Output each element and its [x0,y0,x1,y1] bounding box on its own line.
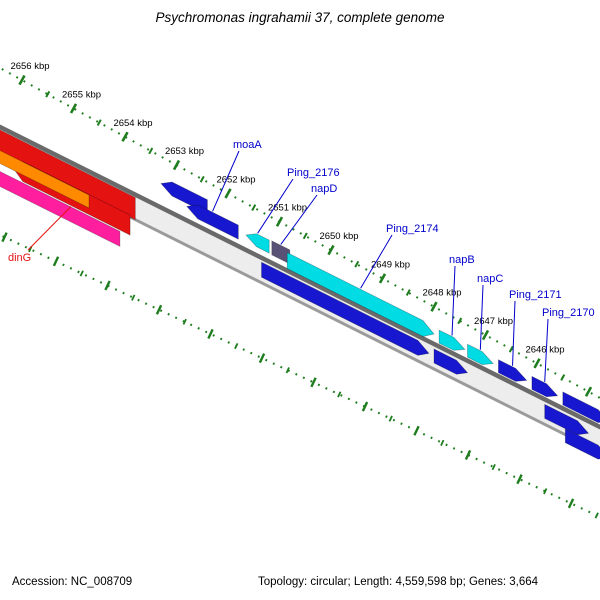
kbp-label: 2650 kbp [319,231,358,242]
ruler-tick [302,232,308,240]
ruler-tick [327,244,335,256]
ruler-tick [388,415,393,422]
ruler-tick [199,175,205,183]
ruler-tick [155,304,163,315]
gene-blue-gene-c [433,348,469,375]
ruler-tick [275,216,284,227]
gene-label-leader [212,150,240,212]
ruler-tick [464,449,472,460]
kbp-label: 2649 kbp [371,259,410,270]
ruler-tick [567,498,575,509]
gene-label-Ping_2170: Ping_2170 [542,307,595,319]
ruler-tick [508,345,514,353]
ruler-tick [354,260,360,268]
gene-Ping_2170 [531,375,559,398]
ruler-tick [69,103,78,114]
gene-label-Ping_2176: Ping_2176 [287,167,340,179]
gene-label-leader [479,284,484,350]
kbp-label: 2647 kbp [474,316,513,327]
gene-label-leader [451,265,456,336]
ruler-tick [413,425,420,436]
gene-Ping_2171 [498,359,528,382]
gene-label-napC: napC [477,273,503,285]
ruler-tick [121,131,129,142]
inner-ruler-dotted-line [0,233,600,519]
gene-blue-gene-b [562,391,600,423]
gene-Ping_2176 [245,233,270,254]
outer-ruler-dotted-line [0,66,600,400]
ruler-tick [234,342,239,350]
ruler-tick [96,119,102,126]
kbp-label: 2646 kbp [525,344,564,355]
kbp-label: 2648 kbp [422,288,461,299]
kbp-label: 2656 kbp [10,61,49,72]
ruler-tick [104,280,111,291]
ruler-tick [533,358,541,369]
ruler-tick [52,256,60,267]
gene-red-gene-a [0,129,136,221]
gene-blue-long [261,261,430,356]
kbp-label: 2654 kbp [113,118,152,129]
ruler-tick [584,386,593,397]
gene-label-Ping_2171: Ping_2171 [509,289,562,301]
ruler-tick [251,204,257,211]
ruler-tick [516,474,523,485]
ruler-tick [430,301,438,312]
gene-label-leader [27,206,72,251]
gene-moaA [186,204,239,240]
ruler-tick [594,512,599,519]
ruler-tick [18,74,26,86]
ruler-tick [481,329,490,341]
ruler-tick [337,391,342,398]
genome-stats-text: Topology: circular; Length: 4,559,598 bp… [258,576,539,588]
ruler-tick [148,147,154,155]
gene-label-napB: napB [449,254,475,266]
gene-label-leader [544,318,549,382]
page-title: Psychromonas ingrahamii 37, complete gen… [155,10,445,25]
kbp-label: 2652 kbp [216,174,255,185]
accession-text: Accession: NC_008709 [12,576,133,588]
ruler-tick [285,367,290,374]
ruler-tick [361,401,369,412]
gene-label-moaA: moaA [233,139,262,151]
ruler-tick [258,353,266,364]
ruler-tick [543,488,548,495]
gene-label-Ping_2174: Ping_2174 [386,223,439,235]
ruler-tick [405,289,411,296]
ruler-tick [182,318,187,325]
ruler-tick [172,159,181,171]
gene-label-leader [512,300,516,366]
gene-label-leader [257,178,294,234]
gene-blue-gene-d [544,403,590,436]
gene-orange-gene [0,150,90,209]
gene-blue-gene-e [564,428,600,460]
gene-napC [467,343,494,365]
gene-label-leader [280,194,318,245]
ruler-tick [457,317,463,325]
ruler-tick [224,188,232,199]
gene-magenta-gene [0,171,121,248]
kbp-label: 2653 kbp [165,146,204,157]
ruler-tick [440,439,445,446]
gene-label-leader [360,234,393,289]
ruler-tick [79,270,84,277]
ruler-tick [491,463,496,471]
gene-label-dinG: dinG [8,252,31,264]
ruler-tick [131,294,136,301]
kbp-label: 2655 kbp [62,89,101,100]
ruler-tick [310,377,317,388]
kbp-label: 2651 kbp [268,203,307,214]
ruler-tick [560,374,566,381]
ruler-tick [1,232,8,243]
ruler-tick [45,90,51,98]
gene-label-napD: napD [311,183,337,195]
ruler-tick [207,328,214,339]
backbone-line [0,124,600,430]
ruler-tick [378,273,387,284]
gene-Ping_2174 [286,251,435,337]
gene-napB [438,329,466,351]
